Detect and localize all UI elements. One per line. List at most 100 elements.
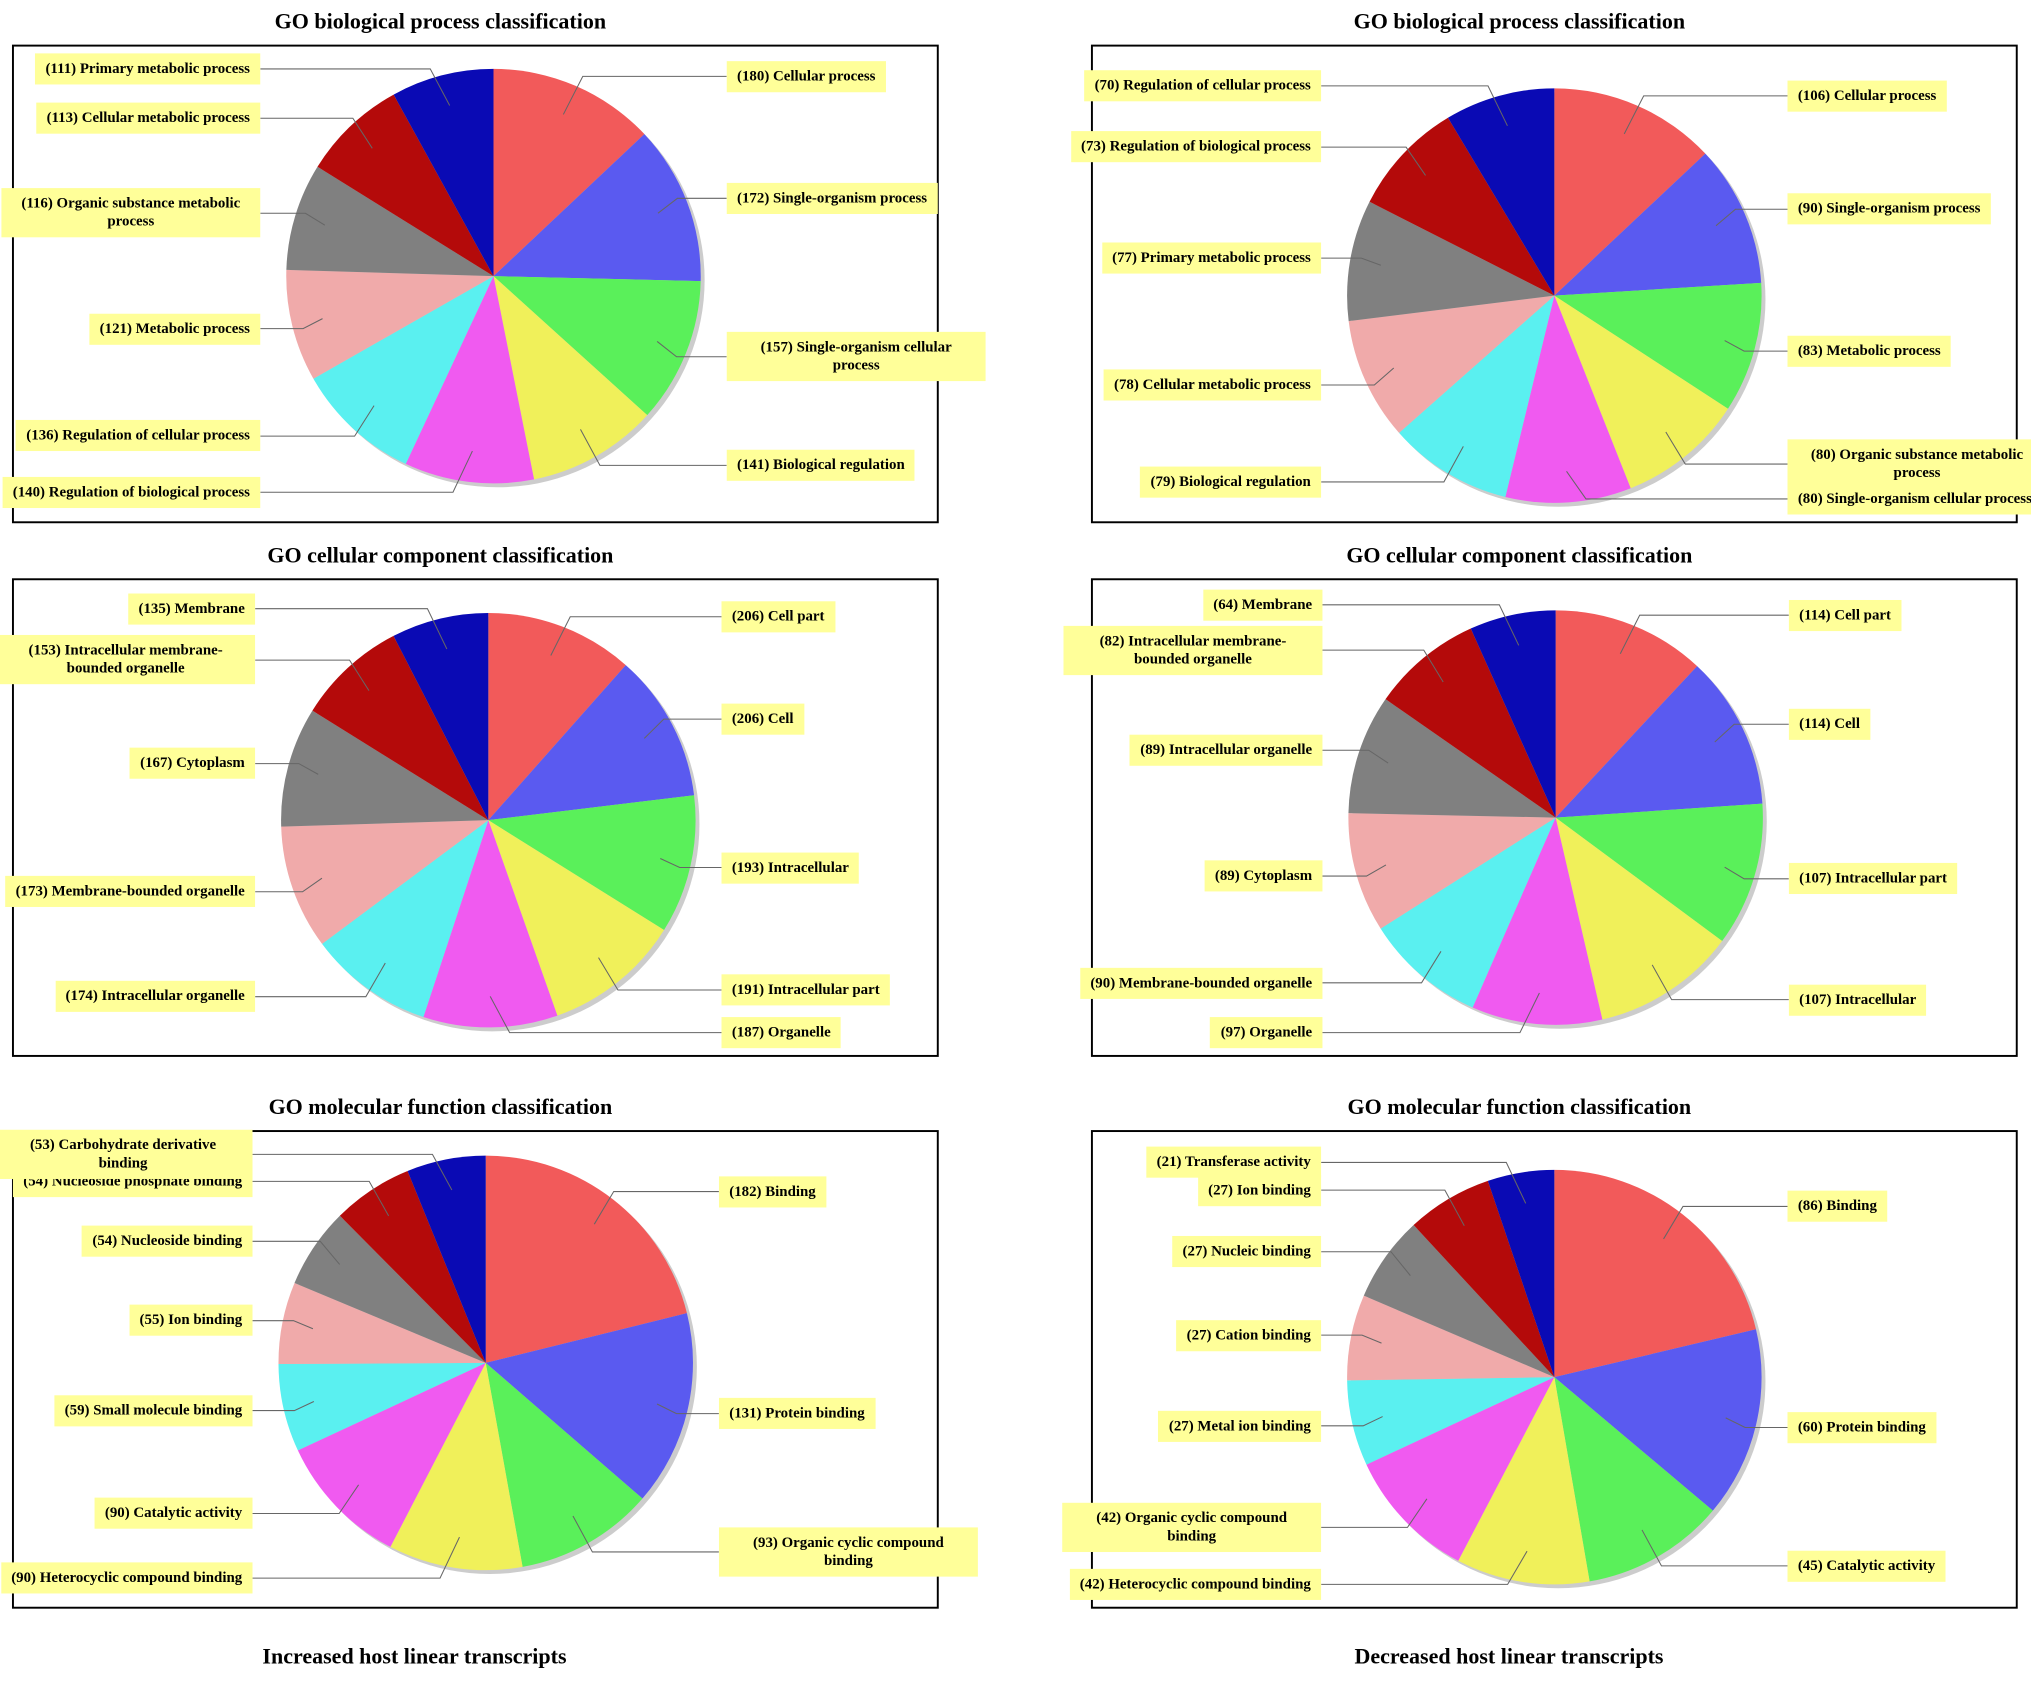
slice-label: (90) Heterocyclic compound binding <box>0 1562 253 1594</box>
slice-label: (78) Cellular metabolic process <box>1103 369 1322 401</box>
label-box: (167) Cytoplasm <box>129 748 256 780</box>
leader-line <box>1321 1251 1411 1276</box>
label-box: (89) Intracellular organelle <box>1129 734 1323 766</box>
leader-line <box>1663 1205 1788 1240</box>
pie-slice <box>294 1215 486 1363</box>
slice-label: (27) Ion binding <box>1197 1174 1322 1206</box>
slice-label: (136) Regulation of cellular process <box>15 420 261 452</box>
slice-label: (89) Cytoplasm <box>1204 860 1323 892</box>
label-box: (45) Catalytic activity <box>1787 1550 1946 1582</box>
leader-line <box>1725 1417 1788 1428</box>
label-box: (191) Intracellular part <box>721 974 891 1006</box>
leader-line <box>550 616 722 656</box>
pie-slice <box>493 134 701 282</box>
pie-slice <box>1347 201 1555 322</box>
slice-label: (187) Organelle <box>721 1017 842 1049</box>
pie-slice <box>297 1362 486 1547</box>
label-box: (42) Organic cyclic compound binding <box>1062 1502 1322 1552</box>
leader-line <box>1321 1550 1528 1585</box>
panel-frame <box>1090 44 2018 524</box>
slice-label: (21) Transferase activity <box>1146 1146 1322 1178</box>
pie-slice <box>286 269 494 379</box>
label-box: (55) Ion binding <box>129 1305 253 1337</box>
pie-slice <box>485 1155 687 1363</box>
leader-line <box>562 75 727 115</box>
slice-label: (89) Intracellular organelle <box>1129 734 1323 766</box>
pie-slice <box>312 635 489 821</box>
leader-line <box>1651 964 1789 1001</box>
label-box: (182) Binding <box>718 1175 827 1208</box>
pie-slice <box>1447 88 1555 296</box>
leader-line <box>643 718 722 739</box>
leader-line <box>1321 1416 1383 1427</box>
leader-line <box>656 1403 719 1415</box>
label-box: (116) Organic substance metabolic proces… <box>1 188 261 238</box>
slice-label: (80) Single-organism cellular process <box>1787 483 2031 515</box>
slice-label: (111) Primary metabolic process <box>35 53 261 85</box>
slice-label: (83) Metabolic process <box>1787 335 1952 367</box>
label-box: (135) Membrane <box>128 593 256 625</box>
pie-slice <box>493 276 648 480</box>
pie-slice <box>393 612 489 821</box>
label-box: (27) Nucleic binding <box>1172 1236 1322 1268</box>
slice-label: (140) Regulation of biological process <box>2 476 261 508</box>
slice-label: (106) Cellular process <box>1787 80 1947 112</box>
pie-slice <box>1347 1377 1555 1465</box>
label-box: (111) Primary metabolic process <box>35 53 261 85</box>
slice-label: (90) Membrane-bounded organelle <box>1079 967 1323 999</box>
slice-label: (107) Intracellular <box>1788 984 1927 1016</box>
leader-line <box>1321 257 1381 266</box>
label-box: (90) Heterocyclic compound binding <box>0 1562 253 1594</box>
caption: Increased host linear transcripts <box>262 1643 567 1668</box>
leader-line <box>252 1536 460 1579</box>
slice-label: (45) Catalytic activity <box>1787 1550 1946 1582</box>
leader-line <box>1322 864 1387 877</box>
pie-slice <box>1347 1295 1555 1381</box>
pie-slice <box>1554 153 1762 296</box>
slice-label: (53) Carbohydrate derivative binding <box>0 1129 253 1179</box>
slice-label: (114) Cell part <box>1788 599 1902 631</box>
leader-line <box>1724 866 1789 880</box>
slice-label: (54) Nucleoside binding <box>82 1225 253 1257</box>
pie-slice <box>1399 295 1555 497</box>
label-box: (64) Membrane <box>1202 589 1323 621</box>
pie-slice <box>281 820 489 944</box>
pie-slice <box>488 665 695 821</box>
slice-label: (180) Cellular process <box>726 60 886 92</box>
slice-label: (172) Single-organism process <box>726 182 938 214</box>
label-box: (79) Biological regulation <box>1140 466 1322 498</box>
label-box: (187) Organelle <box>721 1017 842 1049</box>
leader-line <box>252 1240 341 1265</box>
leader-line <box>252 1153 453 1191</box>
label-box: (42) Heterocyclic compound binding <box>1069 1568 1322 1600</box>
slice-label: (77) Primary metabolic process <box>1101 242 1322 274</box>
slice-label: (60) Protein binding <box>1787 1411 1937 1443</box>
leader-line <box>1724 340 1788 352</box>
slice-label: (173) Membrane-bounded organelle <box>5 876 256 908</box>
slice-label: (157) Single-organism cellular process <box>726 332 986 382</box>
leader-line <box>260 450 473 493</box>
pie-slice <box>1385 628 1556 818</box>
label-box: (131) Protein binding <box>718 1398 876 1430</box>
chart-title: GO molecular function classification <box>269 1094 613 1119</box>
chart-title: GO molecular function classification <box>1348 1094 1692 1119</box>
label-box: (59) Small molecule binding <box>54 1395 253 1427</box>
leader-line <box>598 957 722 991</box>
pie-slice <box>493 68 645 277</box>
label-box: (90) Membrane-bounded organelle <box>1079 967 1323 999</box>
pie-slice <box>1554 295 1728 489</box>
leader-line <box>252 1484 360 1515</box>
chart-title: GO cellular component classification <box>1346 542 1692 567</box>
leader-line <box>593 1191 719 1225</box>
label-box: (27) Metal ion binding <box>1158 1410 1322 1442</box>
label-box: (82) Intracellular membrane-bounded orga… <box>1063 625 1323 675</box>
chart-title: GO cellular component classification <box>267 542 613 567</box>
pie-slice <box>1472 817 1603 1025</box>
pie-slice <box>1505 295 1631 503</box>
leader-line <box>1321 1189 1465 1227</box>
leader-line <box>1321 446 1464 483</box>
label-box: (114) Cell part <box>1788 599 1902 631</box>
leader-line <box>1641 1529 1788 1567</box>
pie-slice <box>281 710 489 827</box>
